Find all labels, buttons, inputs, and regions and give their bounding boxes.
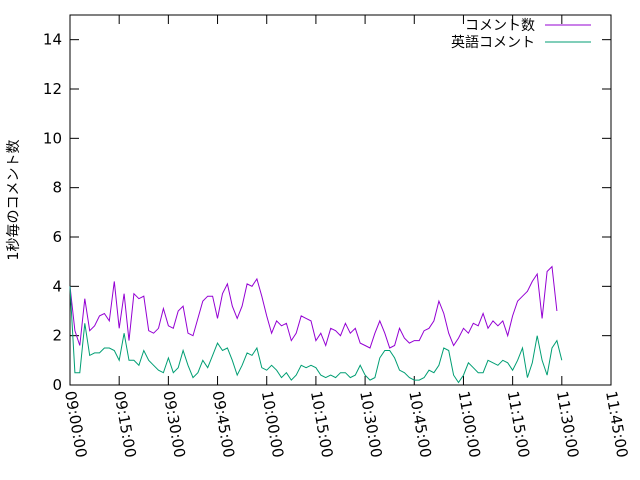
x-tick-label: 11:30:00 bbox=[553, 390, 582, 459]
legend-label-comments: コメント数 bbox=[465, 18, 535, 34]
x-tick-label: 09:30:00 bbox=[159, 390, 188, 459]
y-tick-label: 8 bbox=[52, 179, 62, 197]
series-layer bbox=[69, 265, 563, 384]
x-tick-label: 09:00:00 bbox=[61, 390, 90, 459]
y-tick-label: 4 bbox=[52, 277, 62, 295]
x-tick-label: 10:15:00 bbox=[307, 390, 336, 459]
x-tick-label: 11:00:00 bbox=[455, 390, 484, 459]
series-line-english bbox=[69, 286, 563, 384]
y-axis-title: 1秒毎のコメント数 bbox=[6, 140, 22, 261]
x-tick-label: 09:45:00 bbox=[209, 390, 238, 459]
x-tick-label: 11:15:00 bbox=[504, 390, 533, 459]
y-tick-label: 10 bbox=[43, 129, 62, 147]
y-axis-ticks: 0 2 4 6 8 10 12 14 bbox=[43, 31, 611, 394]
x-axis-ticks: 09:00:00 09:15:00 09:30:00 09:45:00 10:00:00… bbox=[61, 15, 631, 459]
y-tick-label: 12 bbox=[43, 80, 62, 98]
series-line-comments bbox=[69, 265, 558, 349]
legend-label-english: 英語コメント bbox=[451, 34, 535, 51]
y-tick-label: 14 bbox=[43, 31, 62, 49]
y-tick-label: 0 bbox=[52, 376, 62, 394]
plot-frame bbox=[69, 14, 612, 386]
y-tick-label: 2 bbox=[52, 327, 62, 345]
y-tick-label: 6 bbox=[52, 228, 62, 246]
x-tick-label: 10:30:00 bbox=[356, 390, 385, 459]
x-tick-label: 09:15:00 bbox=[110, 390, 139, 459]
x-tick-label: 11:45:00 bbox=[602, 390, 631, 459]
x-tick-label: 10:00:00 bbox=[258, 390, 287, 459]
x-tick-label: 10:45:00 bbox=[405, 390, 434, 459]
legend: コメント数 英語コメント bbox=[451, 18, 591, 51]
